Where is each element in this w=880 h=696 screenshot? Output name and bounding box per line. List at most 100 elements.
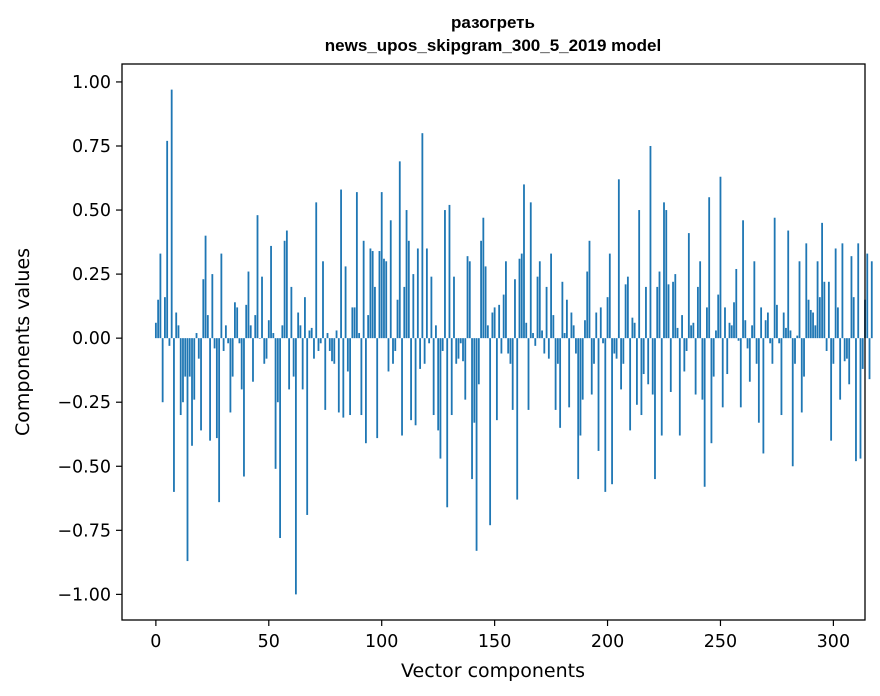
bar [412,274,415,339]
chart-title-line-1: разогреть [451,13,535,32]
bar [231,338,234,377]
bar [514,279,516,339]
bar [563,333,566,339]
bar [685,338,688,351]
bar [665,210,668,339]
bar [798,261,801,339]
bar [507,338,510,354]
bar [766,312,769,339]
bar [453,276,455,339]
bar [554,338,557,410]
bar [615,338,618,359]
bar [371,251,374,339]
bar [667,284,670,339]
bar [258,338,261,339]
bar [505,261,507,339]
bar [674,274,677,339]
bar [511,338,514,410]
bar [326,333,329,339]
bar [696,286,699,339]
bar [633,322,636,339]
x-tick-label: 300 [817,632,850,652]
bar [202,279,205,339]
y-tick-label: 0.00 [72,329,111,349]
bar [595,312,598,339]
y-tick-label: −0.75 [57,521,111,541]
bar [252,338,254,382]
bar [837,307,839,339]
bar [588,240,591,339]
bar [367,315,370,339]
bar [227,338,230,344]
bar [346,338,349,372]
bar [191,338,193,446]
bar [441,338,444,351]
bar [283,240,286,339]
bar [690,325,693,339]
bar [629,338,632,431]
bar [577,338,580,480]
bar [785,327,787,339]
bar [288,338,291,390]
bar [663,202,665,339]
bar [669,338,672,392]
bar [830,338,833,441]
bar [419,338,422,369]
y-tick-label: 0.25 [72,265,111,285]
bar [839,338,842,400]
bar [678,338,681,436]
bar [586,271,589,339]
bar [285,230,288,339]
bar [805,243,808,339]
bar [800,338,803,413]
bar [448,204,451,339]
bar [462,338,464,362]
bar [642,338,645,375]
bar [256,215,259,339]
x-tick-label: 50 [258,632,280,652]
bar [249,325,252,339]
bar [699,261,702,339]
bar [568,338,571,408]
bar [236,307,239,339]
bar [457,338,460,359]
bar [213,338,216,349]
bar [254,315,257,339]
bar [170,89,173,339]
bar [322,261,324,339]
bar [179,338,182,416]
bar [369,248,372,339]
bar [177,325,180,339]
bar [746,338,749,349]
bar [778,338,781,344]
bar [385,261,388,339]
bar [157,299,160,339]
bar [387,338,390,372]
bar [692,322,695,339]
bar [243,338,245,477]
bar [159,253,162,339]
y-tick-label: 1.00 [72,73,111,93]
bar [870,261,873,339]
bar [376,338,379,439]
bar [737,338,740,341]
bar [383,258,385,339]
bar [834,248,837,339]
y-axis-ticks: 1.00 0.75 0.50 0.25 0.00 −0.25 −0.50 −0.75 −1.00 [57,73,122,605]
bar [477,338,480,385]
bar [545,286,548,339]
bar [405,210,408,339]
bar [220,253,223,339]
bar [425,248,428,339]
bar [658,271,661,339]
bar [708,197,711,339]
bar [240,338,243,390]
bar [333,338,336,364]
bar [401,338,403,436]
bar [168,338,171,346]
bar [428,338,431,344]
bar [407,240,410,339]
bar [764,320,767,339]
bar [719,176,722,339]
bar [617,179,620,339]
